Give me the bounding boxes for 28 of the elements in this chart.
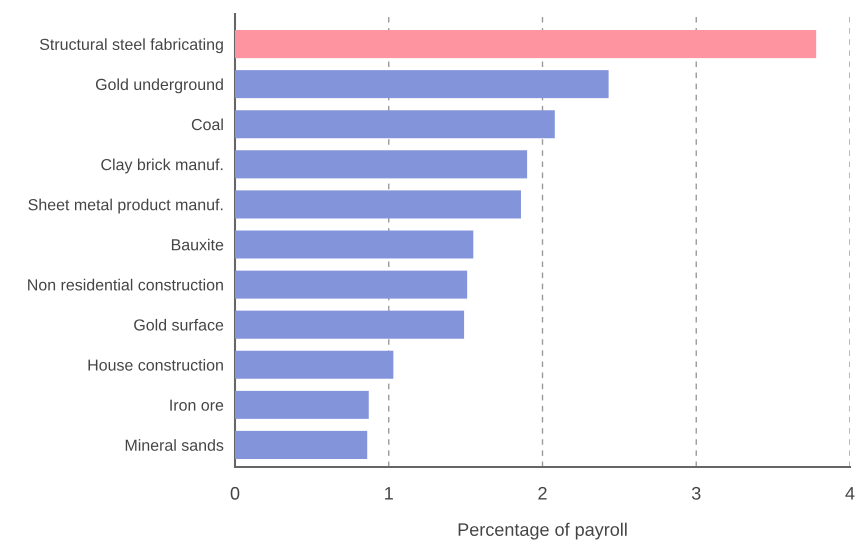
bar bbox=[235, 190, 521, 218]
y-tick-label: Sheet metal product manuf. bbox=[28, 198, 222, 214]
y-tick-label: Mineral sands bbox=[126, 439, 224, 451]
x-axis-title: Percentage of payroll bbox=[458, 522, 627, 540]
y-tick-label: Iron ore bbox=[170, 400, 224, 411]
x-tick-label: 4 bbox=[845, 487, 854, 500]
bar bbox=[235, 310, 464, 339]
bar bbox=[235, 110, 555, 138]
x-tick-label: 2 bbox=[538, 486, 547, 500]
bar bbox=[235, 230, 474, 259]
bar bbox=[235, 270, 468, 299]
bar bbox=[235, 70, 609, 98]
bar bbox=[235, 430, 368, 459]
y-tick-label: House construction bbox=[88, 358, 223, 371]
bar bbox=[235, 150, 528, 178]
y-tick-label: Non residential construction bbox=[28, 278, 223, 291]
bar bbox=[235, 350, 394, 379]
y-tick-label: Bauxite bbox=[172, 238, 224, 250]
y-tick-label: Coal bbox=[192, 118, 223, 130]
y-tick-label: Clay brick manuf. bbox=[101, 158, 222, 174]
bar bbox=[235, 390, 369, 419]
x-tick-label: 0 bbox=[230, 486, 240, 500]
bar bbox=[235, 30, 816, 58]
x-tick-label: 3 bbox=[692, 486, 700, 500]
x-tick-label: 1 bbox=[385, 487, 393, 500]
y-tick-label: Gold surface bbox=[134, 318, 224, 331]
y-tick-label: Gold underground bbox=[96, 78, 223, 94]
y-tick-label: Structural steel fabricating bbox=[40, 38, 223, 54]
